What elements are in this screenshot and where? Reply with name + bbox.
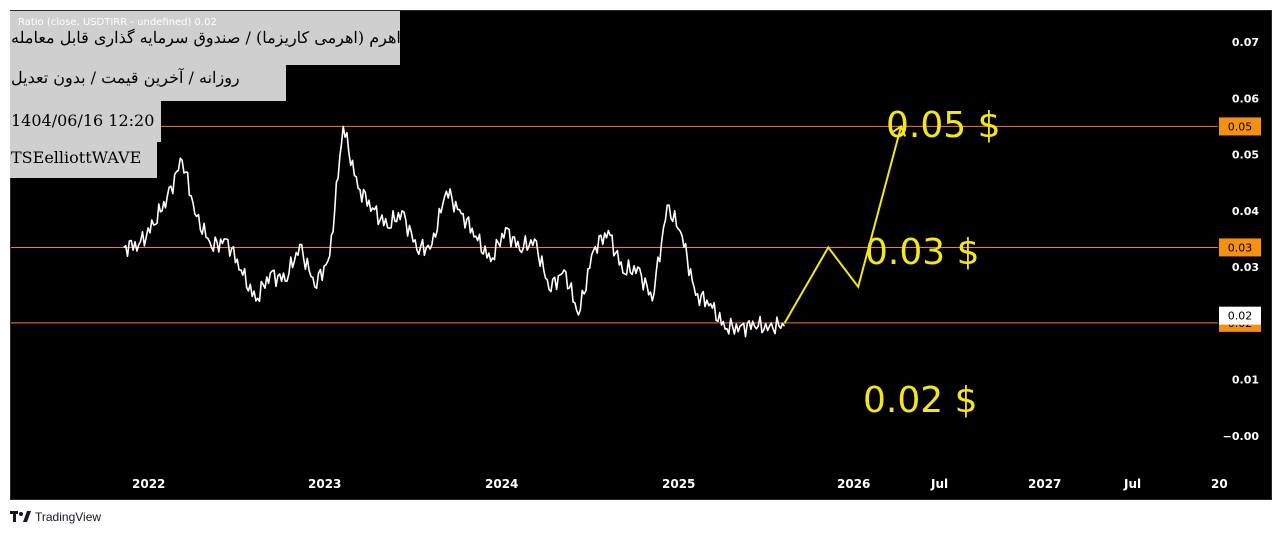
y-tick-label: −0.00 bbox=[1223, 430, 1260, 443]
tradingview-brand-text: TradingView bbox=[35, 510, 102, 524]
last-value-badge-label: 0.02 bbox=[1228, 310, 1253, 323]
y-tick-label: 0.05 bbox=[1232, 149, 1259, 162]
level-price-badge-label: 0.03 bbox=[1228, 241, 1253, 254]
x-tick-label: Jul bbox=[930, 477, 948, 491]
level-annotation-label: 0.03 $ bbox=[865, 232, 980, 273]
y-tick-label: 0.07 bbox=[1232, 36, 1259, 49]
x-tick-label: 2025 bbox=[662, 477, 695, 491]
x-tick-label: 2027 bbox=[1028, 477, 1061, 491]
y-tick-label: 0.06 bbox=[1232, 92, 1259, 105]
level-annotation-label: 0.05 $ bbox=[886, 105, 1001, 146]
projection-arrowhead bbox=[891, 124, 907, 137]
x-tick-label: 2022 bbox=[132, 477, 165, 491]
x-tick-label: 2024 bbox=[485, 477, 518, 491]
last-value-badge bbox=[1219, 306, 1261, 325]
x-tick-label: 2026 bbox=[837, 477, 870, 491]
timeframe-subtitle: روزانه / آخرین قیمت / بدون تعدیل bbox=[10, 63, 286, 101]
chart-canvas[interactable]: 0.05 $ 0.03 $ 0.02 $ 0.07 0.06 0.05 0.04 0.03 0… bbox=[11, 11, 1273, 501]
level-annotation-label: 0.02 $ bbox=[863, 380, 978, 421]
indicator-ratio-label: Ratio (close, USDTIRR - undefined) 0.02 bbox=[18, 17, 217, 28]
x-tick-label: 2023 bbox=[308, 477, 341, 491]
y-tick-label: 0.03 bbox=[1232, 261, 1259, 274]
level-price-badge bbox=[1219, 117, 1261, 136]
y-tick-label: 0.01 bbox=[1232, 374, 1259, 387]
datetime-label: 1404/06/16 12:20 bbox=[10, 101, 161, 142]
price-series-line bbox=[123, 125, 786, 338]
x-tick-label: Jul bbox=[1123, 477, 1141, 491]
author-label: TSEelliottWAVE bbox=[10, 140, 157, 178]
x-tick-label: 20 bbox=[1211, 477, 1228, 491]
level-price-badge bbox=[1219, 238, 1261, 257]
y-tick-label: 0.04 bbox=[1232, 205, 1259, 218]
symbol-title: اهرم (اهرمی کاریزما) / صندوق سرمایه گذار… bbox=[10, 11, 401, 65]
tradingview-branding[interactable]: TradingView bbox=[10, 510, 101, 524]
level-price-badge-label: 0.05 bbox=[1228, 120, 1253, 133]
projection-path bbox=[783, 126, 903, 324]
tradingview-logo-icon bbox=[10, 511, 31, 522]
